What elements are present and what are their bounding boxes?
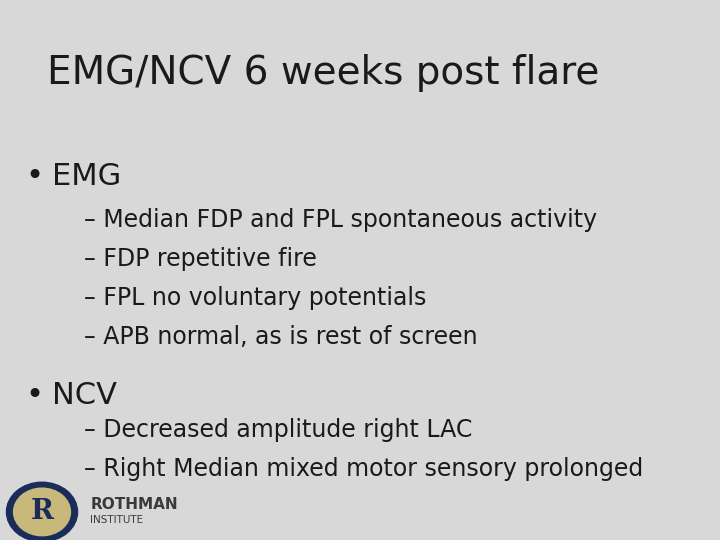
- Text: – FPL no voluntary potentials: – FPL no voluntary potentials: [84, 286, 426, 309]
- Text: – FDP repetitive fire: – FDP repetitive fire: [84, 247, 317, 271]
- Text: EMG: EMG: [52, 162, 121, 191]
- Text: – Median FDP and FPL spontaneous activity: – Median FDP and FPL spontaneous activit…: [84, 208, 597, 232]
- Text: R: R: [30, 498, 53, 525]
- Text: – APB normal, as is rest of screen: – APB normal, as is rest of screen: [84, 325, 477, 348]
- Text: •: •: [26, 381, 44, 410]
- Text: – Decreased amplitude right LAC: – Decreased amplitude right LAC: [84, 418, 472, 442]
- Text: NCV: NCV: [52, 381, 117, 410]
- Text: – Right Median mixed motor sensory prolonged: – Right Median mixed motor sensory prolo…: [84, 457, 643, 481]
- Circle shape: [6, 482, 78, 540]
- Text: EMG/NCV 6 weeks post flare: EMG/NCV 6 weeks post flare: [47, 54, 599, 92]
- Text: •: •: [26, 162, 44, 191]
- Text: ROTHMAN: ROTHMAN: [91, 497, 178, 512]
- Circle shape: [14, 488, 71, 536]
- Text: INSTITUTE: INSTITUTE: [91, 515, 143, 525]
